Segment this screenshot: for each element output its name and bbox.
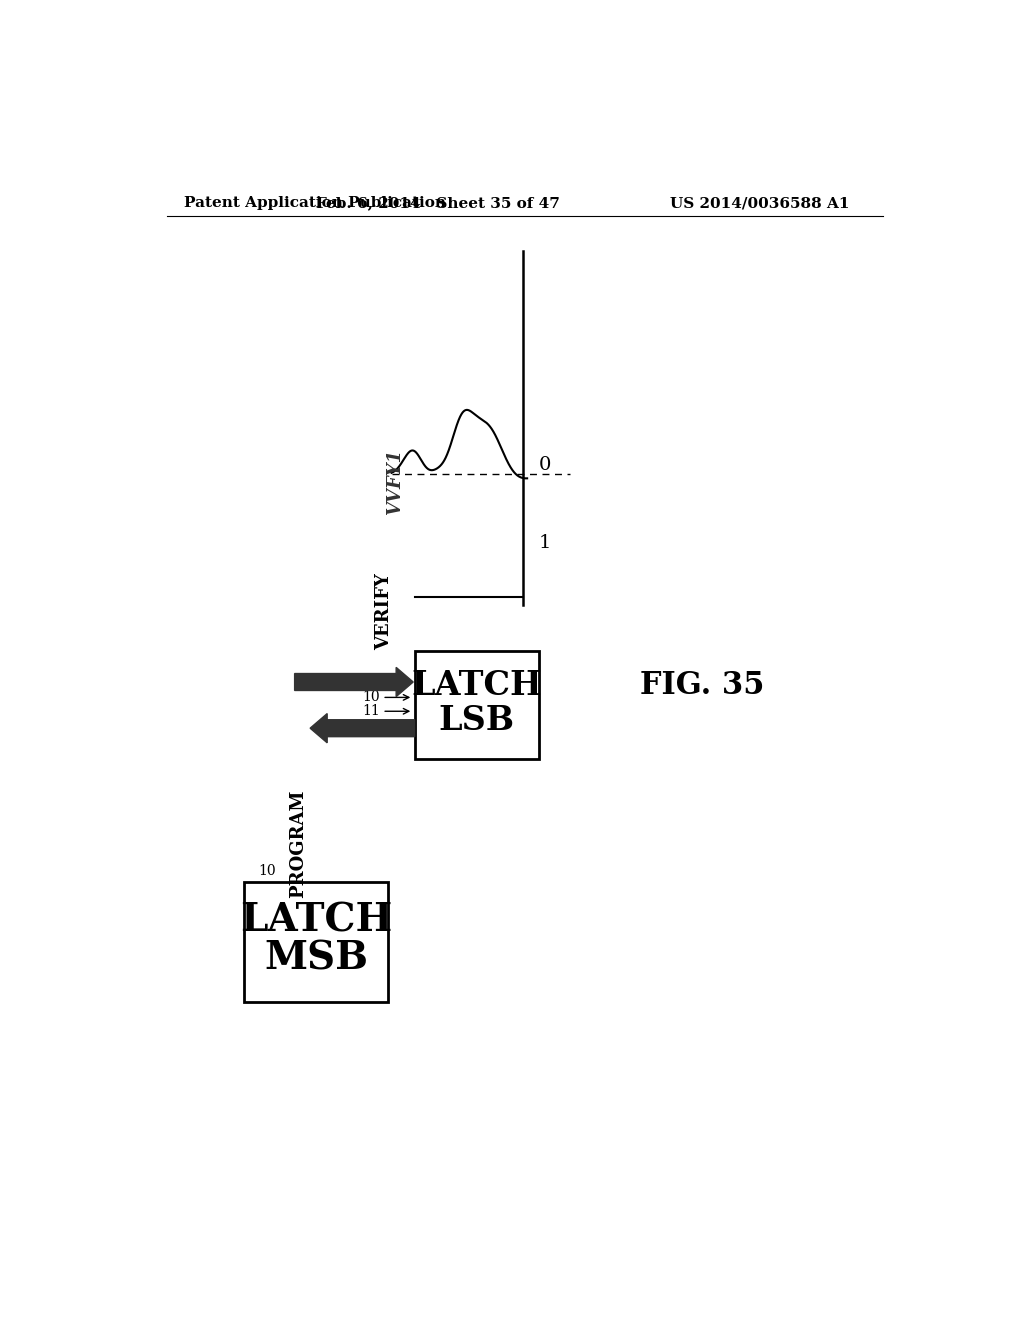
Text: PROGRAM: PROGRAM — [290, 789, 307, 899]
Text: VVFY1: VVFY1 — [386, 449, 404, 515]
Text: Feb. 6, 2014   Sheet 35 of 47: Feb. 6, 2014 Sheet 35 of 47 — [316, 197, 560, 210]
Text: 10: 10 — [362, 690, 380, 705]
Text: LATCH: LATCH — [412, 669, 542, 702]
Text: LATCH: LATCH — [240, 902, 392, 940]
Text: VERIFY: VERIFY — [375, 573, 393, 649]
Text: 10: 10 — [258, 865, 275, 878]
Text: Patent Application Publication: Patent Application Publication — [183, 197, 445, 210]
FancyArrow shape — [295, 668, 414, 697]
FancyArrow shape — [310, 714, 415, 743]
Bar — [245, 882, 388, 1002]
Text: 11: 11 — [362, 705, 380, 718]
Text: 1: 1 — [539, 535, 551, 552]
Text: FIG. 35: FIG. 35 — [640, 671, 764, 701]
Text: US 2014/0036588 A1: US 2014/0036588 A1 — [671, 197, 850, 210]
Text: LSB: LSB — [438, 704, 515, 737]
Text: MSB: MSB — [264, 940, 368, 978]
Text: 0: 0 — [539, 455, 551, 474]
Bar — [415, 651, 539, 759]
